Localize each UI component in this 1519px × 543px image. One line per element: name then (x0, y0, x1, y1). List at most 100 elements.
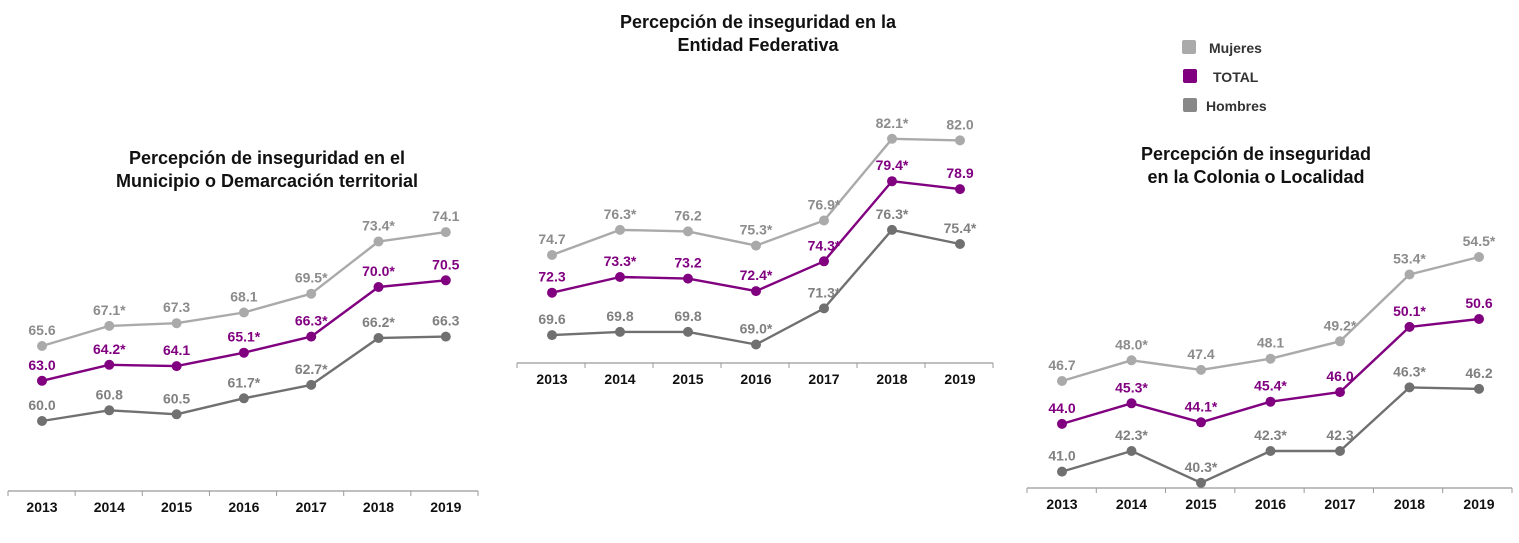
data-point (373, 236, 384, 247)
data-point (751, 339, 761, 350)
data-point (1126, 398, 1137, 409)
series-total: 63.0 64.2* 64.1 65.1* 66.3* 70.0* 70.5 (28, 256, 460, 386)
data-label: 60.5 (163, 390, 190, 406)
series-hombres: 41.0 42.3* 40.3* 42.3* 42.3 46.3* 46.2 (1048, 363, 1493, 488)
data-point (547, 287, 557, 298)
legend-swatch-mujeres (1182, 40, 1196, 54)
data-label: 66.3 (432, 313, 459, 329)
x-tick-label: 2016 (740, 371, 771, 387)
data-point (887, 224, 897, 235)
data-point (1057, 418, 1067, 429)
series-mujeres: 65.6 67.1* 67.3 68.1 69.5* 73.4* 74.1 (28, 208, 460, 351)
series-hombres: 60.0 60.8 60.5 61.7* 62.7* 66.2* 66.3 (28, 313, 460, 426)
x-tick-label: 2014 (1116, 496, 1147, 512)
data-label: 67.3 (163, 299, 190, 315)
chart-title-line-1: Percepción de inseguridad (1141, 144, 1371, 164)
data-point (547, 250, 557, 260)
data-point (1196, 364, 1206, 375)
data-point (1404, 382, 1415, 393)
data-label: 82.0 (946, 116, 973, 132)
data-point (819, 215, 829, 226)
data-point (819, 303, 829, 314)
data-point (171, 318, 182, 329)
data-label: 63.0 (28, 357, 55, 373)
data-label: 74.7 (538, 231, 565, 247)
data-point (238, 347, 249, 358)
data-point (104, 359, 115, 370)
data-point (683, 226, 693, 237)
data-point (1474, 383, 1484, 394)
x-tick-label: 2015 (1185, 496, 1216, 512)
data-point (171, 361, 182, 372)
data-label: 78.9 (946, 165, 973, 181)
data-label: 45.3* (1115, 379, 1148, 395)
x-tick-label: 2013 (26, 499, 57, 515)
data-label: 46.2 (1465, 365, 1492, 381)
data-label: 60.8 (96, 386, 123, 402)
legend-swatch-hombres (1183, 98, 1197, 112)
data-point (37, 341, 47, 351)
data-label: 76.3* (604, 206, 637, 222)
x-tick-label: 2013 (536, 371, 567, 387)
data-label: 74.3* (808, 237, 841, 253)
data-label: 66.3* (295, 313, 328, 329)
chart-colonia: Percepción de inseguridad en la Colonia … (1026, 144, 1513, 512)
data-point (306, 288, 317, 299)
data-label: 74.1 (432, 208, 459, 224)
data-label: 40.3* (1185, 459, 1218, 475)
data-label: 44.0 (1048, 400, 1075, 416)
chart-title-line-1: Percepción de inseguridad en la (620, 12, 897, 32)
data-label: 72.4* (740, 267, 773, 283)
x-axis: 2013 2014 2015 2016 2017 2018 2019 (7, 490, 479, 515)
data-label: 69.5* (295, 270, 328, 286)
x-tick-label: 2018 (1394, 496, 1425, 512)
x-tick-label: 2018 (876, 371, 907, 387)
data-point (104, 405, 115, 416)
data-point (306, 379, 317, 390)
legend-label-hombres: Hombres (1206, 98, 1267, 114)
data-label: 72.3 (538, 269, 565, 285)
data-label: 75.4* (944, 220, 977, 236)
legend-swatch-total (1183, 69, 1197, 83)
x-axis: 2013 2014 2015 2016 2017 2018 2019 (516, 362, 994, 387)
data-point (104, 320, 115, 331)
data-point (440, 331, 451, 342)
data-point (1335, 336, 1345, 347)
data-label: 79.4* (876, 157, 909, 173)
data-point (887, 176, 897, 187)
chart-title-line-2: Entidad Federativa (677, 35, 839, 55)
x-tick-label: 2016 (1255, 496, 1286, 512)
data-label: 73.2 (674, 255, 701, 271)
data-point (615, 326, 625, 337)
data-label: 69.0* (740, 321, 773, 337)
data-point (1265, 353, 1276, 364)
data-point (955, 184, 965, 195)
data-point (1474, 314, 1484, 324)
x-tick-label: 2016 (228, 499, 259, 515)
data-point (37, 416, 47, 426)
data-label: 49.2* (1324, 317, 1357, 333)
data-label: 65.6 (28, 322, 55, 338)
data-label: 44.1* (1185, 398, 1218, 414)
data-label: 46.7 (1048, 357, 1075, 373)
x-tick-label: 2017 (1324, 496, 1355, 512)
series-total: 44.0 45.3* 44.1* 45.4* 46.0 50.1* 50.6 (1048, 295, 1493, 429)
data-label: 62.7* (295, 361, 328, 377)
data-label: 68.1 (230, 289, 257, 305)
chart-municipio: Percepción de inseguridad en el Municipi… (7, 148, 479, 515)
data-point (306, 331, 317, 342)
data-label: 73.4* (362, 218, 395, 234)
data-point (171, 409, 182, 420)
data-point (373, 333, 384, 343)
data-point (1126, 355, 1137, 366)
data-label: 60.0 (28, 397, 55, 413)
data-point (1474, 252, 1484, 262)
data-label: 46.0 (1326, 368, 1353, 384)
x-tick-label: 2018 (363, 499, 394, 515)
data-label: 42.3 (1326, 427, 1353, 443)
data-point (1335, 387, 1345, 398)
x-tick-label: 2017 (296, 499, 327, 515)
series-mujeres: 46.7 48.0* 47.4 48.1 49.2* 53.4* 54.5* (1048, 233, 1496, 386)
data-point (1196, 477, 1206, 488)
